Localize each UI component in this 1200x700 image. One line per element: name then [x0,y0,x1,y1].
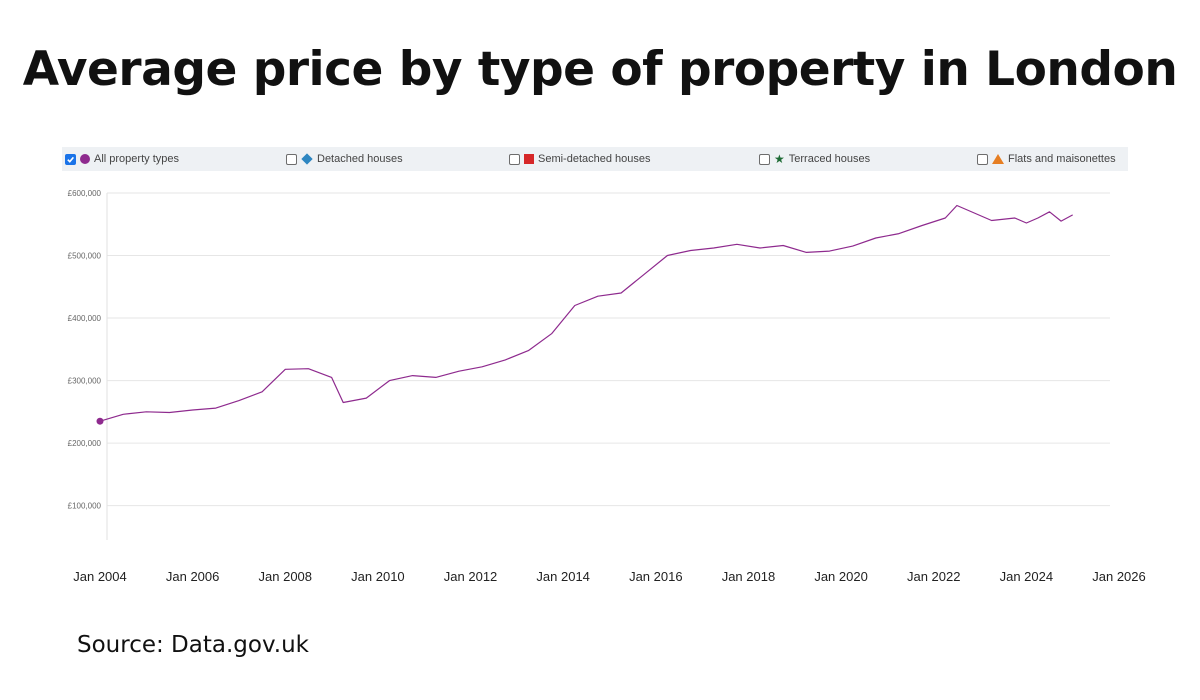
y-tick-label: £100,000 [68,502,102,511]
legend-item-detached-houses[interactable]: Detached houses [286,147,403,171]
x-tick-label: Jan 2012 [444,569,498,584]
source-note: Source: Data.gov.uk [77,632,309,658]
checkbox[interactable] [977,153,988,165]
checkbox[interactable] [286,153,297,165]
x-tick-label: Jan 2020 [814,569,868,584]
star-marker-icon: ★ [774,152,785,166]
page-title: Average price by type of property in Lon… [22,42,1178,97]
legend-label: All property types [94,153,179,165]
series-line [99,204,1073,422]
y-tick-label: £300,000 [68,377,102,386]
checkbox[interactable] [509,153,520,165]
square-marker-icon [524,154,534,164]
legend-item-terraced-houses[interactable]: ★ Terraced houses [759,147,870,171]
checkbox[interactable] [759,153,770,165]
y-tick-label: £500,000 [68,252,102,261]
x-tick-label: Jan 2010 [351,569,405,584]
x-tick-label: Jan 2014 [536,569,590,584]
x-tick-label: Jan 2006 [166,569,220,584]
x-tick-label: Jan 2004 [73,569,127,584]
x-tick-label: Jan 2008 [259,569,313,584]
x-tick-label: Jan 2016 [629,569,683,584]
x-tick-label: Jan 2026 [1092,569,1146,584]
circle-marker-icon [80,154,90,164]
y-tick-label: £600,000 [68,189,102,198]
series-legend: All property types Detached houses Semi-… [62,147,1128,171]
data-point [96,417,104,425]
y-tick-label: £400,000 [68,314,102,323]
legend-label: Flats and maisonettes [1008,153,1116,165]
checkbox[interactable] [65,153,76,165]
legend-label: Semi-detached houses [538,153,651,165]
legend-label: Detached houses [317,153,403,165]
legend-item-flats-and-maisonettes[interactable]: Flats and maisonettes [977,147,1116,171]
y-tick-label: £200,000 [68,439,102,448]
triangle-marker-icon [992,154,1004,164]
legend-item-semi-detached-houses[interactable]: Semi-detached houses [509,147,651,171]
x-tick-label: Jan 2022 [907,569,961,584]
x-tick-label: Jan 2018 [722,569,776,584]
legend-item-all-property-types[interactable]: All property types [65,147,179,171]
x-tick-label: Jan 2024 [1000,569,1054,584]
legend-label: Terraced houses [788,153,871,165]
